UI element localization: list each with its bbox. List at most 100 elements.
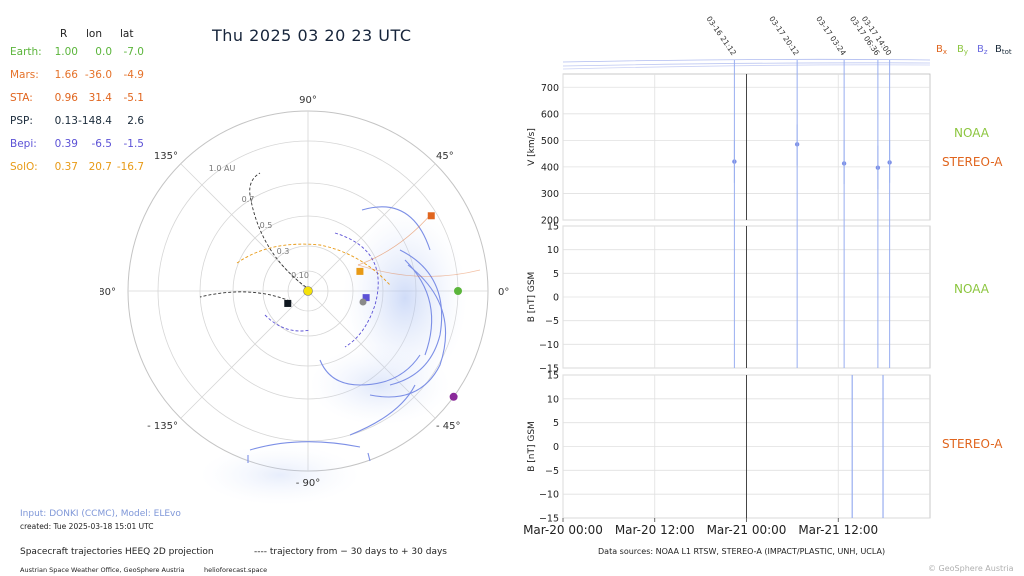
y-tick-label: −15 <box>539 514 559 525</box>
cell-lat: -4.9 <box>123 69 145 81</box>
cell-lat: 2.6 <box>127 115 144 127</box>
polar-spoke <box>180 290 309 419</box>
legend-bx: B <box>936 44 943 55</box>
x-tick-label: Mar-20 12:00 <box>615 523 695 537</box>
cell-lon: 31.4 <box>88 92 112 104</box>
cell-name: STA: <box>10 92 33 104</box>
cell-name: PSP: <box>10 115 33 127</box>
polar-angle-label: 0° <box>498 287 509 298</box>
instrument-label: NOAA <box>954 126 989 140</box>
col-header-lat: lat <box>120 28 134 40</box>
cell-lat: -16.7 <box>116 161 144 173</box>
y-axis-label: B [nT] GSM <box>527 272 537 323</box>
y-tick-label: 200 <box>541 216 559 227</box>
body-sun <box>303 286 313 296</box>
input-note: Input: DONKI (CCMC), Model: ELEvo <box>20 509 181 519</box>
created-note: created: Tue 2025-03-18 15:01 UTC <box>20 522 154 531</box>
y-tick-label: 15 <box>547 222 559 233</box>
y-tick-label: 500 <box>541 136 559 147</box>
arrival-label: 03-17 03:24 <box>814 14 848 57</box>
trajectory-note: ---- trajectory from − 30 days to + 30 d… <box>254 547 447 557</box>
y-axis-label: B [nT] GSM <box>527 421 537 472</box>
cell-name: Earth: <box>10 46 42 58</box>
svg-text:Btot: Btot <box>995 44 1012 56</box>
cell-lat: -5.1 <box>123 92 145 104</box>
body-planet-grey <box>359 298 367 306</box>
legend-bx-sub: x <box>943 48 947 56</box>
y-tick-label: 0 <box>553 293 559 304</box>
col-header-r: R <box>60 28 68 40</box>
polar-radial-label: 0.10 <box>291 271 309 280</box>
polar-angle-label: +/- 180° <box>100 287 116 298</box>
svg-text:Bx: Bx <box>936 44 947 56</box>
body-bepi <box>362 294 370 302</box>
timeseries-panel: −15 −10 −5 0 5 10 15 B [nT] GSM <box>527 222 931 375</box>
cell-lon: 20.7 <box>88 161 112 173</box>
legend-btot: B <box>995 44 1002 55</box>
y-tick-label: 15 <box>547 371 559 382</box>
polar-angle-label: - 135° <box>147 421 178 432</box>
cell-lon: -148.4 <box>78 115 112 127</box>
y-tick-label: 400 <box>541 162 559 173</box>
organization-note: Austrian Space Weather Office, GeoSphere… <box>20 566 185 574</box>
y-tick-label: 0 <box>553 442 559 453</box>
website-note: helioforecast.space <box>204 566 268 574</box>
cell-r: 0.37 <box>54 161 78 173</box>
col-header-lon: lon <box>86 28 102 40</box>
body-mars <box>449 392 458 401</box>
polar-radial-label: 1.0 AU <box>209 164 236 173</box>
cell-r: 1.00 <box>54 46 78 58</box>
cell-lon: 0.0 <box>95 46 112 58</box>
polar-radial-label: 0.3 <box>277 247 290 256</box>
legend-bz-sub: z <box>984 48 988 56</box>
cell-lon: -6.5 <box>91 138 113 150</box>
polar-radial-label: 0.7 <box>242 195 255 204</box>
polar-angle-label: - 90° <box>296 478 321 489</box>
legend-btot-sub: tot <box>1002 48 1012 56</box>
cell-r: 0.39 <box>54 138 78 150</box>
cell-name: Mars: <box>10 69 39 81</box>
arrival-label: 03-16 21:12 <box>704 14 738 57</box>
y-tick-label: 600 <box>541 109 559 120</box>
y-tick-label: 10 <box>547 245 559 256</box>
body-sta <box>427 212 435 220</box>
cell-name: SolO: <box>10 161 38 173</box>
projection-note: Spacecraft trajectories HEEQ 2D projecti… <box>20 547 214 557</box>
timeseries-panels: 200 300 400 500 600 700 V [km/s] −15 −10 −5 0 5 10 15… <box>523 14 1012 537</box>
instrument-label: STEREO-A <box>942 437 1003 451</box>
copyright-note: © GeoSphere Austria <box>928 564 1014 573</box>
instrument-label: STEREO-A <box>942 155 1003 169</box>
y-tick-label: 300 <box>541 189 559 200</box>
cell-lon: -36.0 <box>84 69 112 81</box>
data-sources-note: Data sources: NOAA L1 RTSW, STEREO-A (IM… <box>598 547 886 556</box>
legend-by-sub: y <box>964 48 968 56</box>
instrument-label: NOAA <box>954 282 989 296</box>
svg-text:Bz: Bz <box>977 44 988 56</box>
cell-r: 1.66 <box>54 69 78 81</box>
y-tick-label: −10 <box>539 340 559 351</box>
polar-angle-label: 45° <box>436 151 454 162</box>
y-tick-label: −15 <box>539 364 559 375</box>
x-tick-label: Mar-21 00:00 <box>707 523 787 537</box>
y-tick-label: −5 <box>545 466 559 477</box>
y-axis-label: V [km/s] <box>527 128 537 166</box>
polar-plot: 90° 45° 0° 135° +/- 180° - 135° - 90° - 45° 0.10… <box>100 95 509 505</box>
legend-bz: B <box>977 44 984 55</box>
timeseries-panel: 200 300 400 500 600 700 V [km/s] <box>527 73 931 227</box>
x-tick-label: Mar-20 00:00 <box>523 523 603 537</box>
y-tick-label: 700 <box>541 83 559 94</box>
polar-angle-label: 90° <box>299 95 317 106</box>
y-tick-label: −10 <box>539 490 559 501</box>
polar-angle-label: 135° <box>154 151 178 162</box>
body-solo <box>356 267 364 275</box>
arrival-label: 03-17 20:12 <box>767 14 801 57</box>
cell-r: 0.13 <box>54 115 78 127</box>
timestamp: Thu 2025 03 20 23 UTC <box>212 26 412 45</box>
y-tick-label: −5 <box>545 316 559 327</box>
body-earth <box>454 287 462 295</box>
timeseries-panel: −15 −10 −5 0 5 10 15 B [nT] GSM <box>527 371 931 525</box>
y-tick-label: 5 <box>553 418 559 429</box>
legend-by: B <box>957 44 964 55</box>
polar-angle-label: - 45° <box>436 421 461 432</box>
x-tick-label: Mar-21 12:00 <box>798 523 878 537</box>
